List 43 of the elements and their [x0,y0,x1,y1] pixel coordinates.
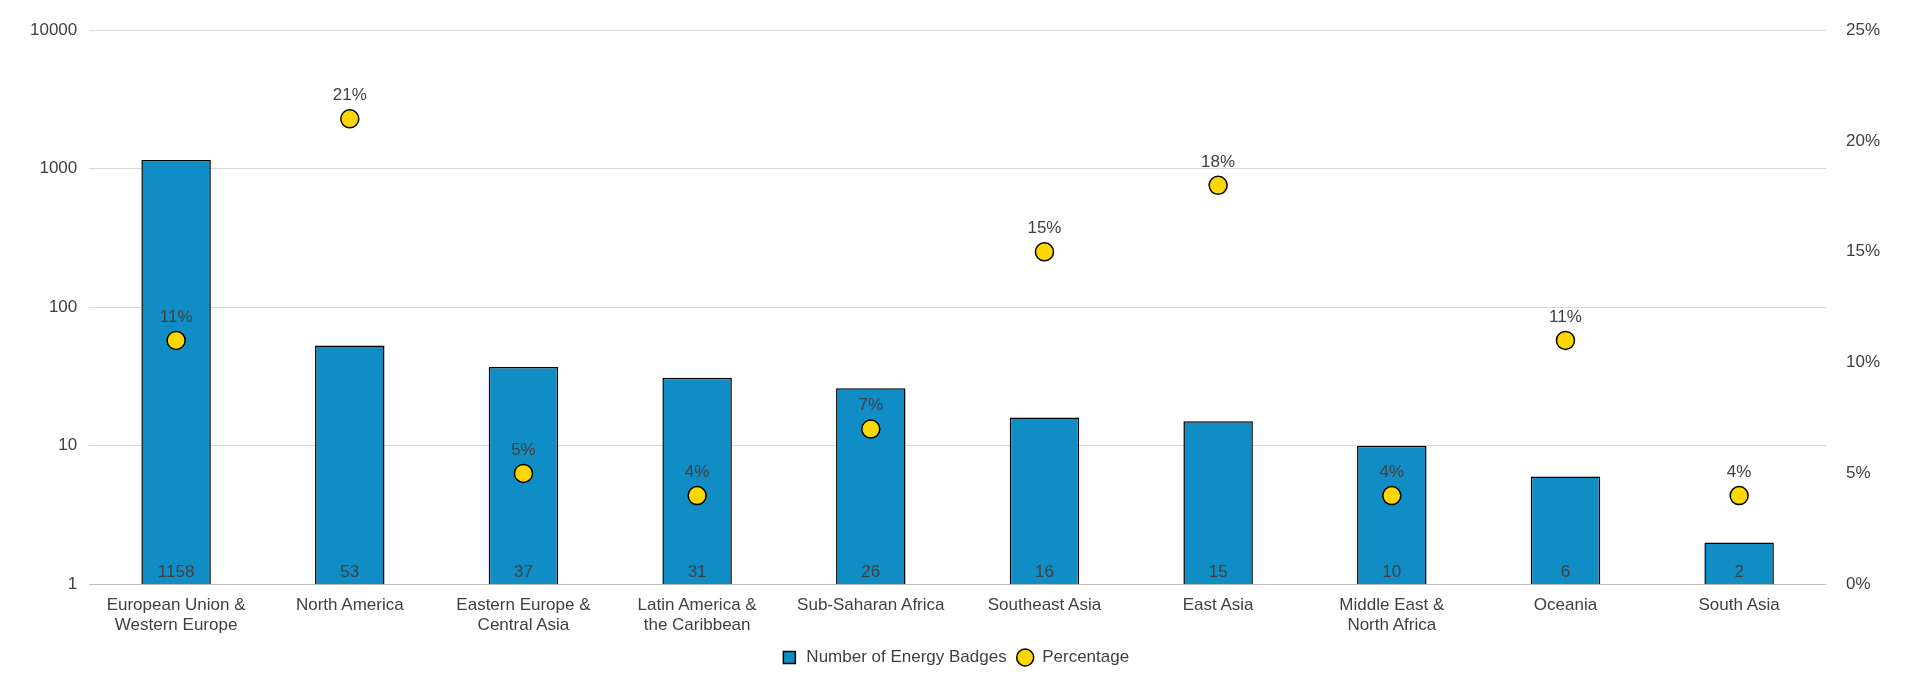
data-label: 15% [1027,217,1062,237]
data-label: 10 [1382,562,1402,582]
data-label: 53 [340,562,360,582]
y2-tick-label: 15% [1845,241,1881,261]
x-tick-label: Eastern Europe & Central Asia [456,595,592,635]
x-tick-label: Sub-Saharan Africa [797,595,946,615]
x-tick-label: Latin America & the Caribbean [637,595,758,635]
x-tick-label: Oceania [1533,595,1598,615]
y-tick-label: 1 [67,573,78,593]
data-label: 16 [1035,562,1054,582]
x-tick-label: East Asia [1182,595,1255,615]
data-label: 15 [1208,562,1228,582]
data-label: 37 [513,562,533,582]
data-label: 31 [687,562,707,582]
data-label: 18% [1201,151,1236,171]
data-label: 2 [1734,562,1744,582]
y2-tick-label: 0% [1845,573,1871,593]
data-label: 5% [511,439,536,459]
data-label: 11% [159,306,193,326]
data-label: 21% [332,85,367,105]
x-tick-label: Middle East & North Africa [1339,595,1445,635]
x-tick-label: Southeast Asia [987,595,1102,615]
data-label: 1158 [157,562,195,582]
data-label: 11% [1549,306,1582,326]
data-label: 4% [1379,461,1405,481]
data-label: 26 [861,562,881,582]
data-label: 7% [858,395,884,415]
y-tick-label: 10000 [29,19,78,39]
y2-tick-label: 5% [1845,463,1871,483]
y-tick-label: 10 [58,435,78,455]
y-tick-label: 100 [48,296,78,316]
data-label: 4% [1726,461,1752,481]
x-tick-label: South Asia [1698,595,1781,615]
y2-tick-label: 20% [1845,130,1881,150]
x-tick-label: North America [295,595,405,615]
y-tick-label: 1000 [39,158,78,178]
y2-tick-label: 10% [1845,352,1881,372]
y2-tick-label: 25% [1845,19,1881,39]
x-tick-label: European Union & Western Europe [106,595,247,635]
data-label: 4% [684,461,710,481]
legend-label: Number of Energy Badges [806,647,1007,667]
data-label: 6 [1560,562,1571,582]
legend-label: Percentage [1042,647,1130,667]
